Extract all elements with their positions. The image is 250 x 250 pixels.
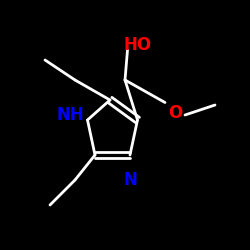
Text: HO: HO [124, 36, 152, 54]
Text: O: O [168, 104, 182, 122]
Text: NH: NH [56, 106, 84, 124]
Text: N: N [123, 171, 137, 189]
